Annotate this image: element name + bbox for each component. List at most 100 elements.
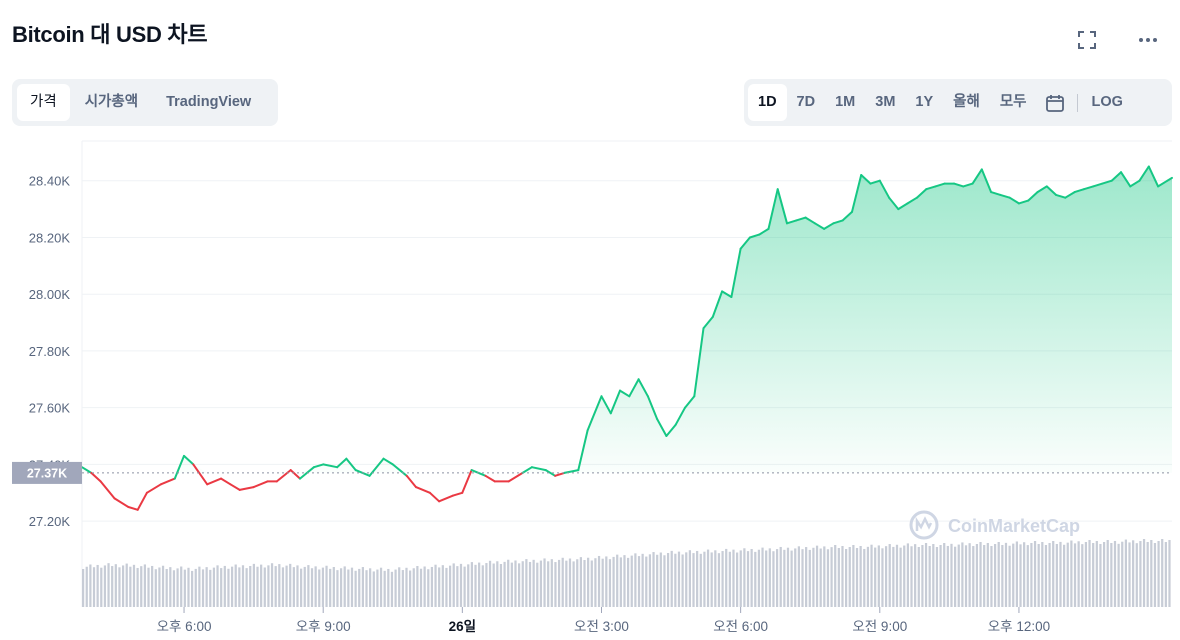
tab-tradingview[interactable]: TradingView xyxy=(166,94,252,110)
volume-bar xyxy=(390,571,394,607)
volume-bar xyxy=(1095,541,1098,607)
price-segment xyxy=(999,193,1011,199)
range-1m[interactable]: 1M xyxy=(835,94,856,110)
volume-bar xyxy=(503,561,506,607)
volume-bar xyxy=(641,553,644,607)
range-1d[interactable]: 1D xyxy=(748,84,787,121)
volume-bar xyxy=(1077,541,1080,607)
volume-bar xyxy=(1099,544,1102,607)
range-all[interactable]: 모두 xyxy=(999,94,1027,110)
volume-bar xyxy=(979,542,982,607)
price-segment xyxy=(786,219,798,225)
volume-bar xyxy=(1132,540,1135,607)
volume-bar xyxy=(1012,543,1015,607)
price-segment xyxy=(758,227,770,236)
volume-bar xyxy=(274,566,277,607)
volume-bar xyxy=(714,550,717,607)
volume-bar xyxy=(1121,541,1124,607)
volume-bar xyxy=(572,561,575,607)
price-area-fill xyxy=(82,166,1172,473)
price-segment xyxy=(1147,165,1160,188)
volume-bar xyxy=(383,570,386,607)
volume-bar xyxy=(943,543,946,607)
volume-bar xyxy=(583,560,586,607)
volume-bar xyxy=(906,543,909,607)
volume-bar xyxy=(180,566,183,607)
price-segment xyxy=(438,494,455,503)
volume-bar xyxy=(659,552,662,607)
volume-bar xyxy=(263,567,266,607)
volume-bar xyxy=(1157,541,1160,607)
volume-bar xyxy=(852,545,855,607)
volume-bar xyxy=(1161,539,1164,607)
more-horizontal-icon[interactable] xyxy=(1136,28,1160,52)
price-segment xyxy=(391,463,408,477)
volume-bar xyxy=(292,567,295,607)
volume-bar xyxy=(1124,539,1127,607)
volume-bar xyxy=(1073,543,1077,607)
volume-bar xyxy=(1041,542,1044,607)
volume-bar xyxy=(427,569,430,607)
price-segment xyxy=(1073,188,1085,194)
volume-bar xyxy=(209,569,212,607)
volume-bar xyxy=(736,552,739,607)
volume-bar xyxy=(648,554,652,607)
volume-bar xyxy=(1023,542,1026,607)
volume-bar xyxy=(441,565,444,607)
volume-bar xyxy=(496,561,499,607)
volume-bar xyxy=(1150,540,1153,607)
price-segment xyxy=(428,491,441,503)
log-scale-toggle[interactable]: LOG xyxy=(1091,94,1123,110)
range-7d[interactable]: 7D xyxy=(796,94,816,110)
range-tabs: 1D 7D 1M 3M 1Y 올해 모두 LOG xyxy=(744,79,1172,126)
volume-bar xyxy=(754,551,757,607)
volume-bar xyxy=(786,547,790,607)
volume-bar xyxy=(1102,542,1106,607)
volume-bar xyxy=(547,561,550,607)
volume-bar xyxy=(568,558,572,607)
range-1y[interactable]: 1Y xyxy=(915,94,934,110)
volume-bar xyxy=(874,547,877,607)
watermark-text: CoinMarketCap xyxy=(948,516,1080,536)
volume-bar xyxy=(227,568,230,607)
expand-icon[interactable] xyxy=(1075,28,1099,52)
tab-market-cap[interactable]: 시가총액 xyxy=(84,94,139,110)
price-segment xyxy=(646,395,659,420)
volume-bar xyxy=(438,567,441,607)
volume-bar xyxy=(303,566,306,607)
price-segment xyxy=(832,219,844,225)
volume-bar xyxy=(445,567,448,607)
range-3m[interactable]: 3M xyxy=(875,94,896,110)
price-segment xyxy=(878,179,891,199)
volume-bar xyxy=(1106,540,1109,607)
volume-bar xyxy=(434,564,437,607)
volume-bar xyxy=(140,566,143,607)
price-segment xyxy=(345,457,357,472)
volume-bar xyxy=(82,569,85,607)
x-tick-label-3: 오전 3:00 xyxy=(574,619,629,634)
volume-bar xyxy=(543,558,546,607)
volume-bar xyxy=(986,543,989,607)
volume-bar xyxy=(692,553,695,607)
calendar-icon[interactable] xyxy=(1037,84,1073,121)
volume-bar xyxy=(194,568,197,607)
tab-price[interactable]: 가격 xyxy=(17,84,70,121)
page-title: Bitcoin 대 USD 차트 xyxy=(12,22,208,47)
volume-bar xyxy=(230,566,234,607)
volume-bar xyxy=(216,565,219,607)
volume-bar xyxy=(187,567,190,607)
volume-bar xyxy=(772,551,775,607)
y-tick-label-6: 28.40K xyxy=(29,174,71,189)
reference-price-tag: 27.37K xyxy=(12,461,82,484)
price-segment xyxy=(888,196,900,211)
volume-bar xyxy=(794,548,797,607)
volume-bar xyxy=(507,559,510,607)
volume-bar xyxy=(223,565,226,607)
range-ytd[interactable]: 올해 xyxy=(953,94,980,110)
volume-bar xyxy=(89,564,92,607)
volume-bar xyxy=(1092,543,1095,607)
price-segment xyxy=(322,463,339,469)
price-segment xyxy=(159,477,176,486)
volume-bar xyxy=(419,568,423,607)
